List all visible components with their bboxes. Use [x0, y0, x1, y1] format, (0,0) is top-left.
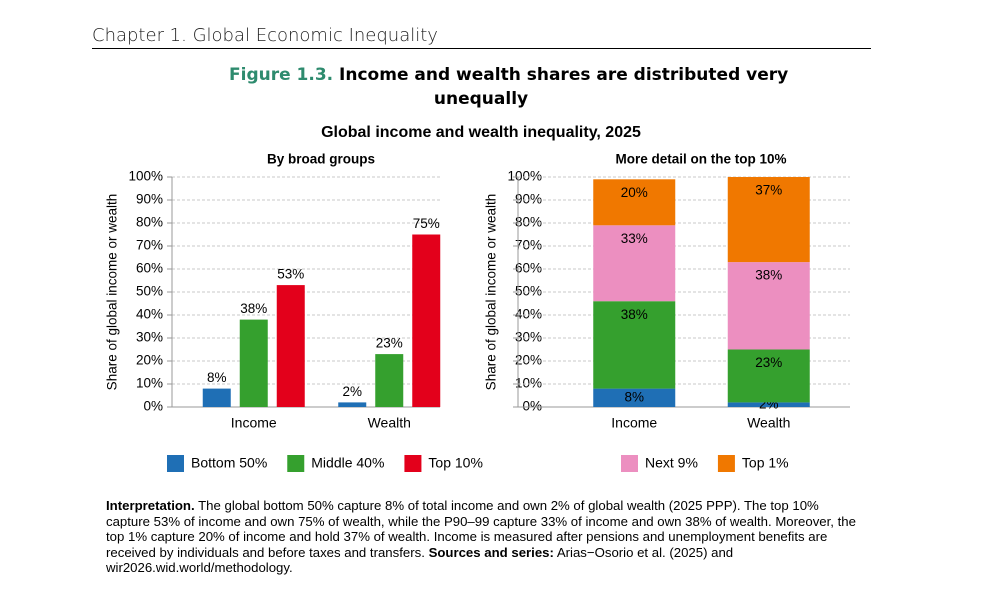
y-tick-label: 60%: [136, 261, 163, 276]
bar: [412, 234, 441, 407]
y-tick-label: 50%: [136, 284, 163, 299]
y-tick-label: 20%: [515, 353, 542, 368]
panel-title: By broad groups: [267, 152, 375, 167]
legend-swatch: [167, 455, 184, 472]
bar-segment: [593, 225, 676, 302]
bar-segment: [727, 402, 810, 407]
figure-title: Figure 1.3. Income and wealth shares are…: [229, 65, 788, 109]
x-tick-label: Wealth: [368, 415, 411, 431]
y-tick-label: 80%: [515, 215, 542, 230]
chart-title: Global income and wealth inequality, 202…: [321, 124, 641, 141]
value-label: 20%: [621, 185, 648, 200]
legend-label: Next 9%: [645, 455, 698, 471]
sources-label: Sources and series:: [428, 544, 554, 560]
y-tick-label: 100%: [507, 169, 542, 184]
y-tick-label: 30%: [515, 330, 542, 345]
interpretation-text: The global bottom 50% capture 8% of tota…: [106, 498, 856, 560]
value-label: 8%: [207, 370, 227, 385]
value-label: 23%: [376, 336, 403, 351]
sources-text: Arias−Osorio et al. (2025) and wir2026.w…: [106, 544, 734, 576]
value-label: 38%: [240, 301, 267, 316]
y-tick-label: 30%: [136, 330, 163, 345]
y-tick-label: 80%: [136, 215, 163, 230]
y-tick-label: 70%: [515, 238, 542, 253]
legend-label: Top 10%: [428, 455, 482, 471]
value-label: 75%: [413, 216, 440, 231]
legend-swatch: [621, 455, 638, 472]
bar-segment: [593, 179, 676, 226]
bar-segment: [727, 349, 810, 403]
legend-label: Top 1%: [742, 455, 789, 471]
value-label: 8%: [624, 389, 644, 404]
y-tick-label: 50%: [515, 284, 542, 299]
y-axis-label: Share of global income or wealth: [105, 194, 120, 391]
value-label: 53%: [277, 267, 304, 282]
chapter-header: Chapter 1. Global Economic Inequality: [92, 25, 438, 46]
figure-label: Figure 1.3.: [229, 65, 333, 85]
y-tick-label: 0%: [143, 399, 163, 414]
bar-segment: [593, 301, 676, 389]
y-tick-label: 20%: [136, 353, 163, 368]
value-label: 38%: [755, 268, 782, 283]
y-tick-label: 10%: [515, 376, 542, 391]
figure-title-line: Income and wealth shares are distributed…: [339, 65, 788, 85]
y-tick-label: 40%: [515, 307, 542, 322]
y-axis-label: Share of global income or wealth: [484, 194, 499, 391]
bar: [202, 388, 231, 407]
legend-label: Middle 40%: [311, 455, 384, 471]
bar-segment: [727, 177, 810, 263]
y-tick-label: 10%: [136, 376, 163, 391]
y-tick-label: 90%: [136, 192, 163, 207]
y-tick-label: 100%: [128, 169, 163, 184]
bar-segment: [727, 262, 810, 350]
value-label: 38%: [621, 307, 648, 322]
value-label: 23%: [755, 355, 782, 370]
panel-title: More detail on the top 10%: [615, 152, 786, 167]
legend-swatch: [287, 455, 305, 472]
value-label: 33%: [621, 231, 648, 246]
interpretation: Interpretation. The global bottom 50% ca…: [106, 498, 866, 576]
x-tick-label: Wealth: [747, 415, 790, 431]
y-tick-label: 40%: [136, 307, 163, 322]
bar: [276, 285, 305, 407]
bar: [239, 319, 268, 407]
x-tick-label: Income: [611, 415, 657, 431]
value-label: 37%: [755, 183, 782, 198]
x-tick-label: Income: [231, 415, 277, 431]
figure-title-line: unequally: [434, 89, 528, 109]
interpretation-label: Interpretation.: [106, 498, 195, 513]
legend-swatch: [404, 455, 422, 472]
y-tick-label: 0%: [522, 399, 542, 414]
value-label: 2%: [342, 384, 362, 399]
y-tick-label: 90%: [515, 192, 542, 207]
legend-swatch: [717, 455, 735, 472]
legend-label: Bottom 50%: [191, 455, 267, 471]
bar-segment: [593, 388, 676, 407]
bar: [338, 402, 367, 407]
y-tick-label: 60%: [515, 261, 542, 276]
y-tick-label: 70%: [136, 238, 163, 253]
bar: [375, 354, 404, 407]
